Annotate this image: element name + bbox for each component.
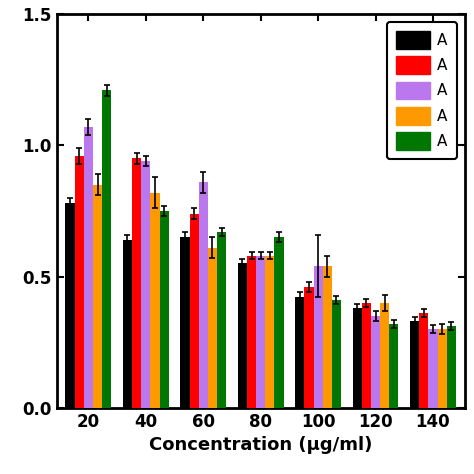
Bar [180,237,190,408]
Bar [274,237,283,408]
Bar [199,182,208,408]
Bar [160,211,169,408]
Bar [84,127,93,408]
Bar [428,329,438,408]
Legend: A, A, A, A, A: A, A, A, A, A [387,22,457,159]
Bar [217,232,226,408]
Bar [371,316,380,408]
Bar [65,203,75,408]
Bar [150,192,160,408]
Bar [313,266,323,408]
Bar [208,247,217,408]
Bar [123,240,132,408]
Bar [141,161,150,408]
Bar [190,214,199,408]
Bar [353,308,362,408]
Bar [380,303,389,408]
Bar [93,185,102,408]
X-axis label: Concentration (μg/ml): Concentration (μg/ml) [149,436,373,454]
Bar [238,264,247,408]
Bar [132,158,141,408]
Bar [295,298,304,408]
Bar [419,313,428,408]
Bar [304,287,313,408]
Bar [362,303,371,408]
Bar [102,90,111,408]
Bar [247,255,256,408]
Bar [256,255,265,408]
Bar [438,329,447,408]
Bar [447,326,456,408]
Bar [332,300,341,408]
Bar [265,255,274,408]
Bar [323,266,332,408]
Bar [410,321,419,408]
Bar [389,324,399,408]
Bar [75,156,84,408]
